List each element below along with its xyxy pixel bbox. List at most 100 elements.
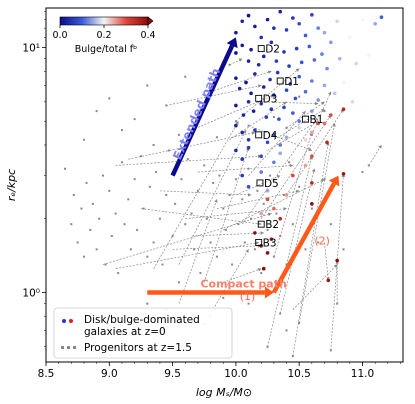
galaxy-point bbox=[253, 24, 257, 29]
progenitor-track bbox=[185, 207, 287, 220]
progenitor-track bbox=[311, 91, 332, 135]
progenitor-point bbox=[91, 202, 94, 205]
progenitor-point bbox=[98, 217, 101, 220]
progenitor-point bbox=[158, 217, 161, 220]
galaxy-point bbox=[265, 189, 270, 193]
galaxy-point bbox=[303, 137, 308, 142]
galaxy-point bbox=[240, 43, 245, 48]
progenitor-track bbox=[153, 120, 239, 269]
galaxy-point bbox=[253, 128, 257, 132]
progenitor-point bbox=[146, 255, 149, 258]
galaxy-point bbox=[294, 46, 299, 51]
progenitor-point bbox=[323, 178, 326, 181]
progenitor-point bbox=[222, 207, 225, 210]
galaxy-point bbox=[265, 17, 270, 22]
galaxy-point bbox=[234, 123, 238, 128]
galaxy-label-b2: B2 bbox=[265, 219, 279, 231]
progenitor-point bbox=[165, 193, 168, 196]
progenitor-point bbox=[247, 124, 250, 127]
step-1-label: (1) bbox=[240, 290, 256, 303]
colorbar-extend-tip bbox=[147, 16, 154, 26]
galaxy-point bbox=[274, 59, 279, 63]
galaxy-point bbox=[360, 17, 365, 22]
galaxy-point bbox=[240, 19, 245, 24]
progenitor-point bbox=[184, 223, 187, 226]
progenitor-point bbox=[127, 198, 130, 201]
y-axis-ticks: 10⁰ 10¹ bbox=[22, 11, 46, 348]
galaxy-point bbox=[299, 60, 304, 65]
progenitor-point bbox=[266, 345, 269, 348]
galaxy-point bbox=[310, 202, 314, 206]
galaxy-point bbox=[265, 197, 270, 202]
progenitor-point bbox=[177, 133, 180, 136]
galaxy-point bbox=[316, 121, 320, 126]
progenitor-point bbox=[323, 110, 326, 113]
progenitor-point bbox=[85, 181, 88, 184]
galaxy-label-d1: D1 bbox=[284, 76, 299, 88]
legend-label-progenitors: Progenitors at z=1.5 bbox=[84, 342, 192, 354]
progenitor-point bbox=[342, 248, 345, 251]
galaxy-point bbox=[272, 177, 276, 181]
galaxy-point bbox=[234, 30, 238, 35]
y-axis-label: rₑ/kpc bbox=[5, 169, 18, 201]
progenitor-point bbox=[171, 235, 174, 238]
progenitor-point bbox=[215, 136, 218, 139]
galaxy-point bbox=[241, 113, 246, 117]
progenitor-point bbox=[291, 355, 294, 358]
galaxy-point bbox=[272, 26, 276, 30]
galaxy-point bbox=[256, 63, 261, 67]
galaxy-marker-b2 bbox=[257, 220, 265, 228]
progenitor-track bbox=[191, 231, 265, 237]
x-tick-label: 10.0 bbox=[224, 368, 247, 380]
galaxy-point bbox=[303, 33, 308, 38]
progenitor-point bbox=[247, 167, 250, 170]
progenitor-point bbox=[123, 223, 126, 226]
progenitor-point bbox=[152, 241, 155, 244]
galaxy-point bbox=[335, 258, 339, 263]
galaxy-label-d5: D5 bbox=[264, 178, 279, 190]
galaxy-point bbox=[278, 216, 283, 221]
progenitor-point bbox=[95, 110, 98, 113]
progenitor-point bbox=[133, 118, 136, 121]
progenitor-point bbox=[291, 223, 294, 226]
progenitor-point bbox=[161, 263, 164, 266]
progenitor-track bbox=[229, 58, 243, 66]
colorbar-title: Bulge/total fᵇ bbox=[75, 44, 137, 55]
galaxy-marker-d1 bbox=[276, 77, 284, 85]
galaxy-point bbox=[246, 145, 251, 150]
compact-path-arrow-1-head bbox=[264, 286, 274, 299]
compact-path-label: Compact path bbox=[200, 277, 286, 290]
progenitor-point bbox=[272, 255, 275, 258]
x-axis-label: log Mₛ/M⊙ bbox=[196, 386, 252, 399]
galaxy-point bbox=[325, 66, 329, 71]
galaxy-marker-d4 bbox=[255, 131, 263, 139]
progenitor-point bbox=[70, 223, 73, 226]
galaxy-point bbox=[350, 100, 355, 104]
legend-marker-grey-1 bbox=[61, 346, 64, 349]
progenitor-point bbox=[310, 207, 313, 210]
progenitor-point bbox=[283, 193, 285, 196]
progenitor-track bbox=[102, 212, 272, 265]
progenitor-point bbox=[136, 228, 139, 231]
galaxy-point bbox=[297, 21, 301, 26]
galaxy-point bbox=[341, 80, 346, 85]
galaxy-label-b1: B1 bbox=[310, 114, 324, 126]
galaxy-point bbox=[268, 77, 272, 82]
progenitor-point bbox=[72, 193, 75, 196]
galaxy-point bbox=[303, 89, 308, 94]
galaxy-point bbox=[329, 113, 333, 117]
progenitor-track bbox=[203, 147, 250, 283]
galaxy-point bbox=[278, 9, 283, 14]
galaxy-point bbox=[310, 13, 314, 17]
progenitor-point bbox=[196, 189, 199, 192]
progenitor-track bbox=[241, 116, 319, 225]
galaxy-point bbox=[303, 163, 308, 168]
progenitor-point bbox=[367, 164, 370, 167]
progenitor-point bbox=[231, 263, 234, 266]
galaxy-point bbox=[282, 105, 286, 110]
y-tick-label: 10¹ bbox=[22, 43, 40, 55]
x-tick-label: 10.5 bbox=[287, 368, 310, 380]
galaxy-marker-b3 bbox=[255, 239, 263, 246]
x-tick-label: 8.5 bbox=[38, 368, 55, 380]
legend: Disk/bulge-dominated galaxies at z=0 Pro… bbox=[53, 307, 233, 359]
